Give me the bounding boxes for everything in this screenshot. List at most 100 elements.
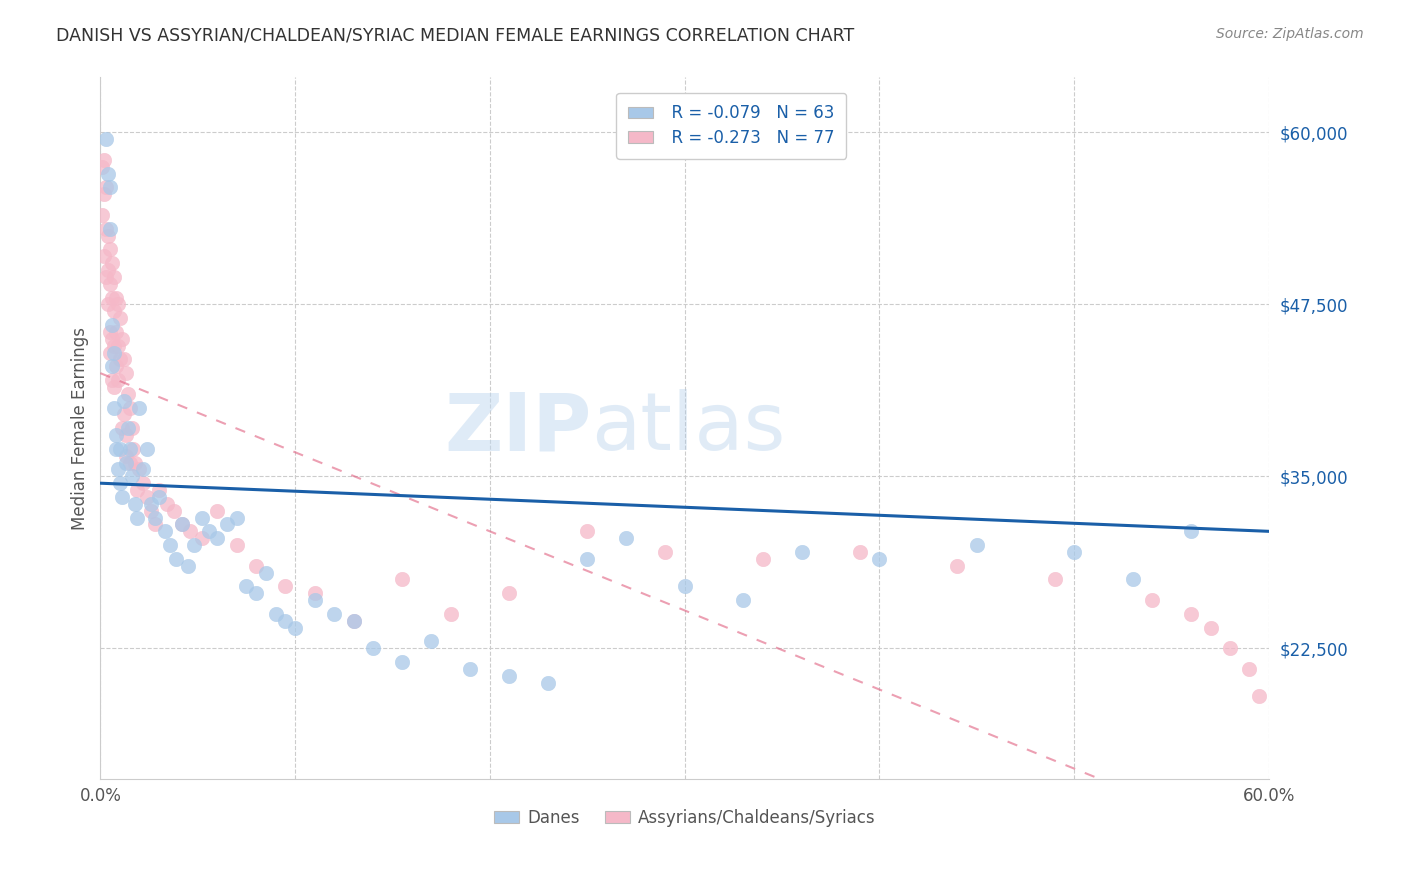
Point bbox=[103, 401, 125, 415]
Point bbox=[104, 442, 127, 456]
Point bbox=[107, 462, 129, 476]
Point bbox=[98, 345, 121, 359]
Point bbox=[127, 483, 149, 497]
Point bbox=[101, 332, 124, 346]
Point bbox=[751, 552, 773, 566]
Point bbox=[323, 607, 346, 621]
Point bbox=[576, 552, 599, 566]
Point bbox=[274, 579, 297, 593]
Y-axis label: Median Female Earnings: Median Female Earnings bbox=[72, 326, 89, 530]
Point bbox=[966, 538, 988, 552]
Point bbox=[342, 614, 364, 628]
Point bbox=[190, 531, 212, 545]
Point bbox=[112, 408, 135, 422]
Point bbox=[97, 228, 120, 243]
Text: atlas: atlas bbox=[591, 389, 786, 467]
Point bbox=[111, 421, 134, 435]
Point bbox=[103, 380, 125, 394]
Point bbox=[98, 325, 121, 339]
Point bbox=[1239, 662, 1261, 676]
Point bbox=[103, 339, 125, 353]
Point bbox=[118, 456, 141, 470]
Point bbox=[148, 483, 170, 497]
Point bbox=[163, 504, 186, 518]
Point bbox=[107, 339, 129, 353]
Point bbox=[274, 614, 297, 628]
Point bbox=[114, 366, 136, 380]
Point bbox=[121, 421, 143, 435]
Point bbox=[128, 401, 150, 415]
Point bbox=[1180, 607, 1202, 621]
Point bbox=[124, 456, 146, 470]
Point bbox=[97, 167, 120, 181]
Point bbox=[264, 607, 287, 621]
Point bbox=[118, 401, 141, 415]
Point bbox=[179, 524, 201, 539]
Point bbox=[114, 456, 136, 470]
Point bbox=[96, 269, 118, 284]
Point bbox=[159, 538, 181, 552]
Point bbox=[225, 510, 247, 524]
Point bbox=[111, 490, 134, 504]
Point bbox=[112, 393, 135, 408]
Point bbox=[112, 352, 135, 367]
Point bbox=[284, 621, 307, 635]
Point bbox=[117, 386, 139, 401]
Point bbox=[225, 538, 247, 552]
Point bbox=[114, 449, 136, 463]
Point bbox=[132, 462, 155, 476]
Point bbox=[498, 669, 520, 683]
Point bbox=[122, 442, 145, 456]
Point bbox=[97, 263, 120, 277]
Point bbox=[143, 517, 166, 532]
Point bbox=[420, 634, 443, 648]
Text: ZIP: ZIP bbox=[444, 389, 591, 467]
Point bbox=[153, 524, 176, 539]
Text: Source: ZipAtlas.com: Source: ZipAtlas.com bbox=[1216, 27, 1364, 41]
Point bbox=[1180, 524, 1202, 539]
Point bbox=[96, 221, 118, 235]
Point bbox=[101, 359, 124, 374]
Point bbox=[391, 655, 413, 669]
Point bbox=[1043, 573, 1066, 587]
Point bbox=[177, 558, 200, 573]
Point bbox=[361, 641, 384, 656]
Point bbox=[101, 256, 124, 270]
Point bbox=[190, 510, 212, 524]
Point bbox=[117, 421, 139, 435]
Point bbox=[148, 490, 170, 504]
Point bbox=[245, 558, 267, 573]
Point bbox=[108, 442, 131, 456]
Point bbox=[107, 373, 129, 387]
Point bbox=[139, 497, 162, 511]
Point bbox=[103, 345, 125, 359]
Point bbox=[101, 291, 124, 305]
Point bbox=[391, 573, 413, 587]
Point bbox=[460, 662, 482, 676]
Point bbox=[104, 359, 127, 374]
Point bbox=[93, 249, 115, 263]
Point bbox=[576, 524, 599, 539]
Point bbox=[205, 531, 228, 545]
Point bbox=[245, 586, 267, 600]
Point bbox=[108, 311, 131, 326]
Point bbox=[128, 462, 150, 476]
Point bbox=[172, 517, 194, 532]
Point bbox=[98, 221, 121, 235]
Point bbox=[124, 497, 146, 511]
Point bbox=[93, 153, 115, 167]
Point bbox=[205, 504, 228, 518]
Point bbox=[97, 297, 120, 311]
Point bbox=[946, 558, 969, 573]
Point bbox=[614, 531, 637, 545]
Point bbox=[104, 325, 127, 339]
Point bbox=[104, 428, 127, 442]
Point bbox=[96, 132, 118, 146]
Point bbox=[91, 208, 114, 222]
Point bbox=[96, 180, 118, 194]
Point bbox=[155, 497, 177, 511]
Point bbox=[98, 243, 121, 257]
Point bbox=[114, 428, 136, 442]
Point bbox=[143, 510, 166, 524]
Point bbox=[342, 614, 364, 628]
